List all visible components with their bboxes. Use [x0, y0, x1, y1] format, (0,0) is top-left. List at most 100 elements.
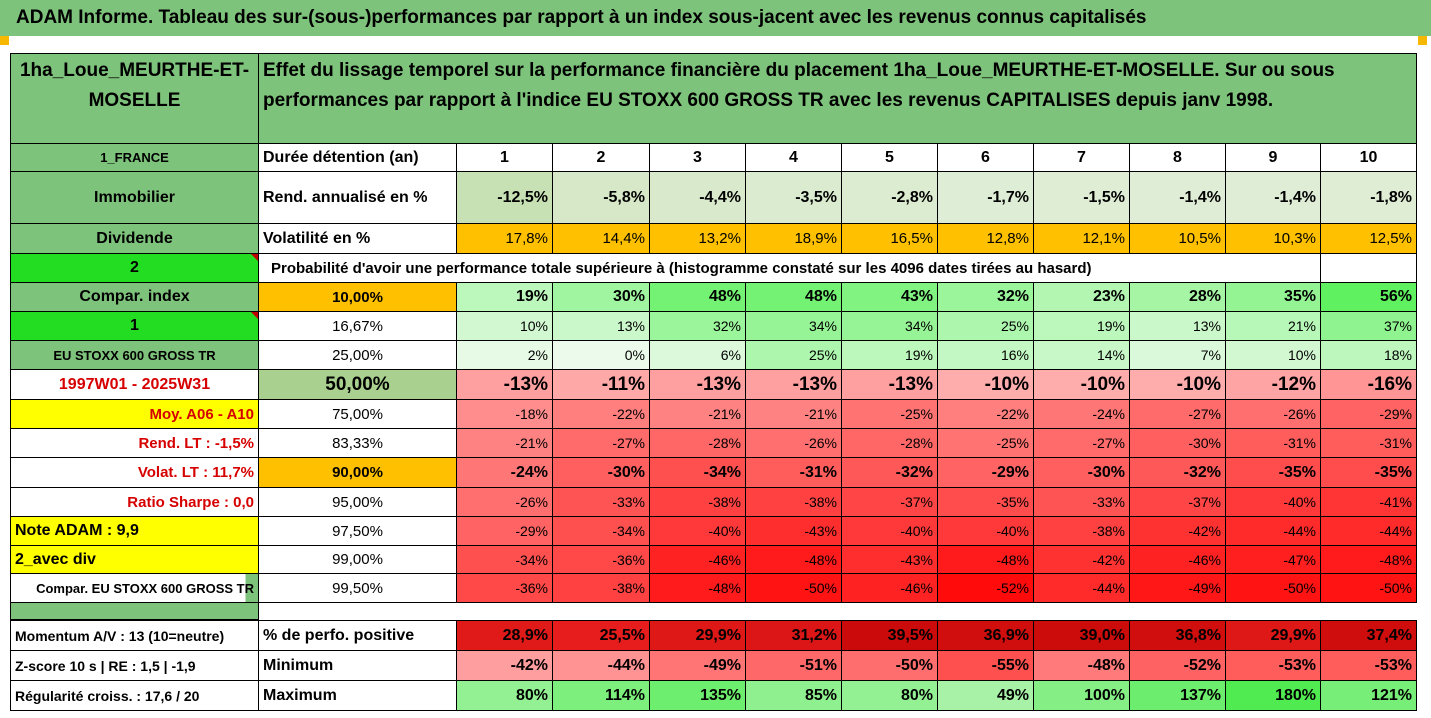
- minimum-value: -49%: [650, 651, 746, 681]
- quantile-value: -11%: [553, 370, 650, 400]
- series-2-label: 2: [10, 254, 259, 283]
- minimum-value: -53%: [1321, 651, 1417, 681]
- empty-cell: [1321, 254, 1417, 283]
- minimum-value: -51%: [746, 651, 842, 681]
- quantile-value: -47%: [1226, 546, 1321, 574]
- quantile-value: -46%: [1130, 546, 1226, 574]
- quantile-value: -41%: [1321, 488, 1417, 517]
- quantile-value: -26%: [1226, 400, 1321, 429]
- regularite-label: Régularité croiss. : 17,6 / 20: [10, 681, 259, 711]
- quantile-label: 75,00%: [259, 400, 457, 429]
- type-label: Dividende: [10, 224, 259, 254]
- maximum-value: 135%: [650, 681, 746, 711]
- quantile-value: -10%: [1034, 370, 1130, 400]
- quantile-value: -28%: [842, 429, 938, 458]
- quantile-value: -42%: [1034, 546, 1130, 574]
- year-header: 10: [1321, 144, 1417, 172]
- rend-value: -1,4%: [1130, 172, 1226, 224]
- quantile-value: -36%: [553, 546, 650, 574]
- quantile-value: -48%: [650, 574, 746, 603]
- quantile-value: 2%: [457, 341, 553, 370]
- quantile-value: -24%: [1034, 400, 1130, 429]
- rend-value: -4,4%: [650, 172, 746, 224]
- perf-pos-label: % de perfo. positive: [259, 620, 457, 651]
- quantile-value: -49%: [1130, 574, 1226, 603]
- quantile-value: 30%: [553, 283, 650, 312]
- quantile-value: -46%: [842, 574, 938, 603]
- comment-marker: [251, 254, 258, 261]
- zscore-label: Z-score 10 s | RE : 1,5 | -1,9: [10, 651, 259, 681]
- series-1-label: 1: [10, 312, 259, 341]
- quantile-value: -35%: [1321, 458, 1417, 488]
- quantile-value: 32%: [938, 283, 1034, 312]
- quantile-value: -26%: [457, 488, 553, 517]
- quantile-value: 34%: [746, 312, 842, 341]
- rend-label: Rend. annualisé en %: [259, 172, 457, 224]
- rend-value: -1,4%: [1226, 172, 1321, 224]
- quantile-value: -48%: [746, 546, 842, 574]
- perf-pos-value: 36,8%: [1130, 620, 1226, 651]
- quantile-value: -38%: [650, 488, 746, 517]
- moy-label: Moy. A06 - A10: [10, 400, 259, 429]
- quantile-value: 56%: [1321, 283, 1417, 312]
- quantile-label: 97,50%: [259, 517, 457, 546]
- quantile-value: -50%: [746, 574, 842, 603]
- quantile-value: -13%: [842, 370, 938, 400]
- quantile-value: -26%: [746, 429, 842, 458]
- quantile-value: 18%: [1321, 341, 1417, 370]
- minimum-value: -42%: [457, 651, 553, 681]
- quantile-value: -25%: [842, 400, 938, 429]
- quantile-value: 13%: [553, 312, 650, 341]
- quantile-value: 43%: [842, 283, 938, 312]
- perf-pos-value: 37,4%: [1321, 620, 1417, 651]
- volat-label: Volatilité en %: [259, 224, 457, 254]
- quantile-value: -27%: [1034, 429, 1130, 458]
- quantile-value: -43%: [746, 517, 842, 546]
- perf-pos-value: 31,2%: [746, 620, 842, 651]
- quantile-value: -22%: [938, 400, 1034, 429]
- minimum-value: -52%: [1130, 651, 1226, 681]
- quantile-value: -24%: [457, 458, 553, 488]
- quantile-value: -32%: [1130, 458, 1226, 488]
- quantile-value: -38%: [553, 574, 650, 603]
- quantile-label: 90,00%: [259, 458, 457, 488]
- quantile-value: -37%: [842, 488, 938, 517]
- quantile-value: -18%: [457, 400, 553, 429]
- perf-pos-value: 36,9%: [938, 620, 1034, 651]
- rend-value: -1,5%: [1034, 172, 1130, 224]
- year-header: 4: [746, 144, 842, 172]
- quantile-value: -35%: [1226, 458, 1321, 488]
- maximum-value: 114%: [553, 681, 650, 711]
- quantile-value: 13%: [1130, 312, 1226, 341]
- probability-caption: Probabilité d'avoir une performance tota…: [259, 254, 1321, 283]
- year-header: 8: [1130, 144, 1226, 172]
- quantile-value: -42%: [1130, 517, 1226, 546]
- maximum-value: 49%: [938, 681, 1034, 711]
- perf-pos-value: 39,0%: [1034, 620, 1130, 651]
- quantile-value: -25%: [938, 429, 1034, 458]
- quantile-value: -40%: [650, 517, 746, 546]
- quantile-label: 16,67%: [259, 312, 457, 341]
- minimum-value: -55%: [938, 651, 1034, 681]
- quantile-value: -30%: [1034, 458, 1130, 488]
- quantile-value: -29%: [457, 517, 553, 546]
- quantile-label: 95,00%: [259, 488, 457, 517]
- minimum-value: -44%: [553, 651, 650, 681]
- quantile-value: -34%: [650, 458, 746, 488]
- quantile-value: -30%: [1130, 429, 1226, 458]
- quantile-value: 19%: [842, 341, 938, 370]
- quantile-value: 14%: [1034, 341, 1130, 370]
- quantile-value: -48%: [938, 546, 1034, 574]
- year-header: 9: [1226, 144, 1321, 172]
- quantile-value: 10%: [1226, 341, 1321, 370]
- quantile-value: -40%: [842, 517, 938, 546]
- maximum-label: Maximum: [259, 681, 457, 711]
- quantile-value: -46%: [650, 546, 746, 574]
- quantile-value: -33%: [553, 488, 650, 517]
- quantile-label: 99,50%: [259, 574, 457, 603]
- maximum-value: 180%: [1226, 681, 1321, 711]
- sharpe-label: Ratio Sharpe : 0,0: [10, 488, 259, 517]
- quantile-value: -50%: [1321, 574, 1417, 603]
- volat-value: 12,8%: [938, 224, 1034, 254]
